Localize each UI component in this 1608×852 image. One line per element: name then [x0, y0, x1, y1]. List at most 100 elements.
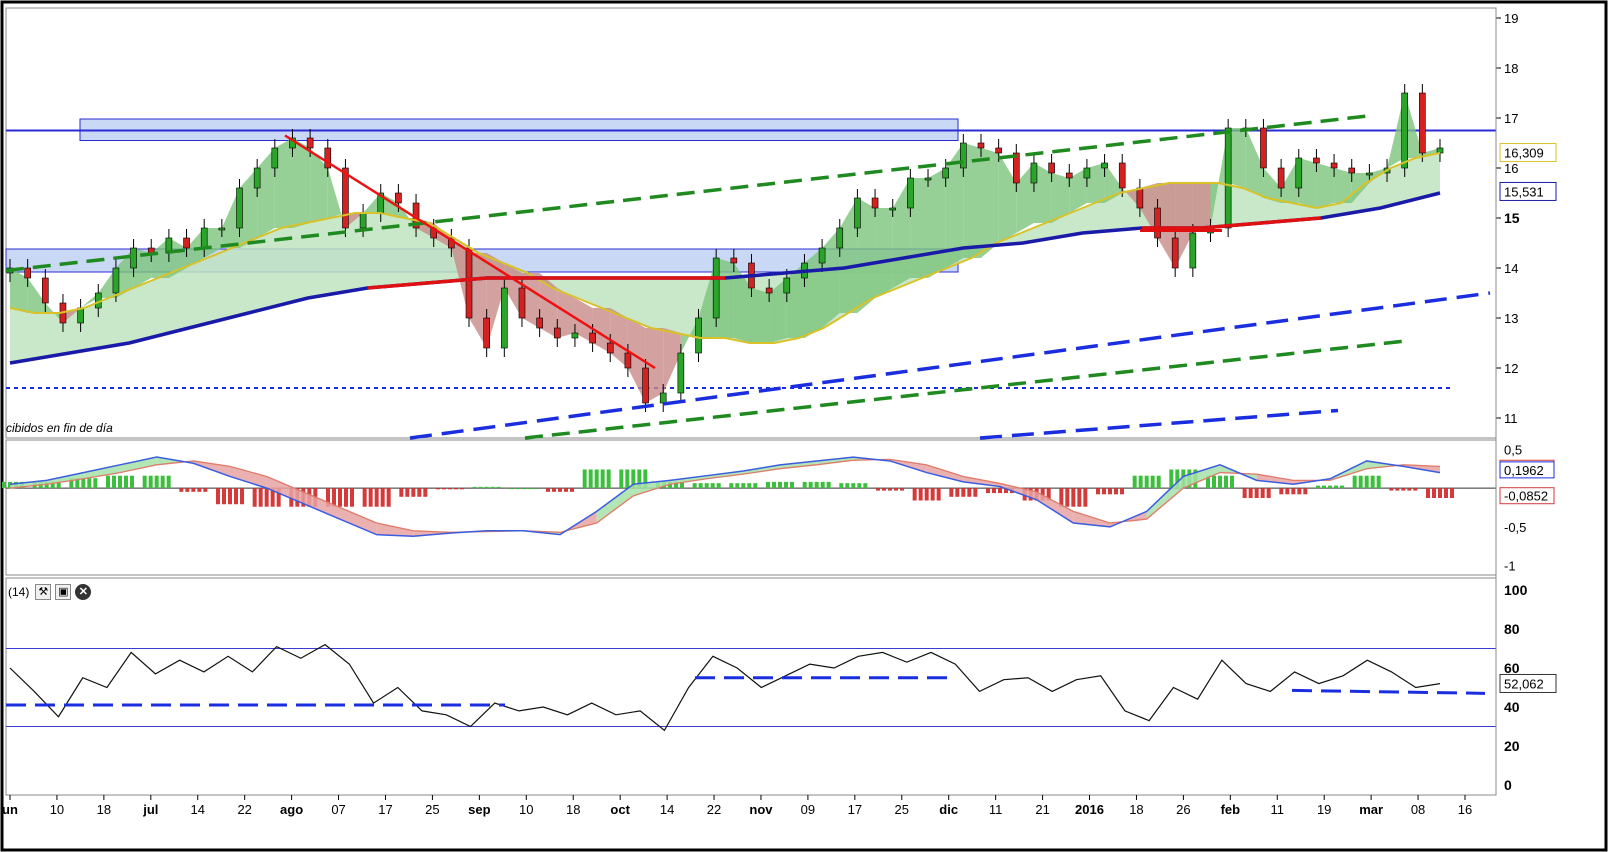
- macd-histogram-bar: [564, 488, 568, 492]
- date-tick-label: 22: [707, 802, 721, 817]
- price-tick-label: 16: [1504, 161, 1518, 176]
- macd-histogram-bar: [442, 488, 446, 490]
- macd-histogram-bar: [496, 486, 501, 489]
- bear-fill: [663, 328, 681, 393]
- price-tick-label: 19: [1504, 11, 1518, 26]
- macd-histogram-bar: [93, 478, 98, 489]
- blue-channel-line: [409, 291, 1491, 440]
- macd-histogram-bar: [894, 488, 898, 491]
- macd-histogram-bar: [399, 488, 404, 497]
- candle-body: [571, 332, 579, 339]
- macd-histogram-bar: [790, 481, 794, 489]
- bull-fill: [1210, 128, 1229, 228]
- bear-fill: [610, 308, 628, 368]
- date-tick-label: 19: [1317, 802, 1331, 817]
- date-tick-label: mar: [1359, 802, 1383, 817]
- macd-histogram-bar: [87, 478, 92, 489]
- bull-fill: [980, 148, 999, 258]
- macd-histogram-bar: [527, 488, 532, 490]
- candle-body: [606, 342, 614, 354]
- bull-fill: [1033, 163, 1052, 223]
- date-tick-label: 18: [566, 802, 580, 817]
- date-tick-label: 17: [378, 802, 392, 817]
- macd-bear-fill: [1073, 511, 1110, 527]
- wrench-icon[interactable]: ⚒: [35, 584, 52, 600]
- candle-body: [1348, 167, 1356, 174]
- candle-body: [942, 167, 949, 179]
- macd-histogram-bar: [1450, 488, 1454, 499]
- date-tick-label: 26: [1176, 802, 1190, 817]
- macd-histogram-bar: [1370, 475, 1375, 489]
- bull-fill: [1404, 93, 1423, 158]
- candle-body: [1154, 207, 1161, 239]
- bear-fill: [645, 328, 664, 403]
- macd-histogram-bar: [448, 488, 452, 490]
- macd-bull-fill: [46, 472, 84, 485]
- candle-body: [501, 287, 508, 349]
- candle-body: [518, 287, 526, 319]
- candle-body: [42, 277, 49, 304]
- bear-fill: [345, 213, 364, 228]
- bull-fill: [1016, 163, 1034, 233]
- macd-histogram-bar: [1138, 475, 1143, 489]
- macd-histogram-bar: [802, 481, 807, 489]
- macd-histogram-bar: [606, 469, 611, 489]
- bull-fill: [257, 148, 275, 238]
- candle-body: [995, 147, 1002, 154]
- macd-histogram-bar: [148, 475, 153, 489]
- macd-histogram-bar: [1279, 488, 1284, 495]
- date-tick-label: oct: [610, 802, 630, 817]
- macd-histogram-bar: [1254, 488, 1259, 499]
- macd-histogram-bar: [484, 486, 489, 489]
- window-icon[interactable]: ▣: [55, 584, 72, 600]
- bull-fill: [998, 153, 1017, 243]
- macd-histogram-bar: [1413, 488, 1418, 491]
- bear-fill: [574, 298, 593, 343]
- price-tick-label: 13: [1504, 311, 1518, 326]
- macd-histogram-bar: [698, 483, 703, 489]
- candle-body: [236, 187, 243, 229]
- macd-histogram-bar: [1230, 475, 1234, 489]
- macd-histogram-bar: [1242, 488, 1247, 499]
- date-tick-label: 16: [1458, 802, 1472, 817]
- candle-body: [642, 367, 649, 404]
- macd-histogram-bar: [949, 488, 954, 497]
- macd-histogram-bar: [735, 483, 740, 489]
- price-tick-label: 14: [1504, 261, 1518, 276]
- candle-body: [1118, 162, 1126, 189]
- macd-bull-fill: [816, 457, 854, 465]
- macd-histogram-bar: [1438, 488, 1442, 499]
- macd-bear-fill: [230, 466, 267, 489]
- macd-histogram-bar: [729, 483, 734, 489]
- bull-fill: [945, 143, 964, 268]
- candle-body: [183, 237, 190, 249]
- bear-fill: [451, 238, 470, 318]
- candle-body: [324, 147, 332, 169]
- date-tick-label: sep: [468, 802, 490, 817]
- date-tick-label: 07: [331, 802, 345, 817]
- macd-value-label: -0,0852: [1504, 489, 1548, 504]
- macd-histogram-bar: [81, 478, 86, 489]
- candle-body: [271, 147, 279, 169]
- candle-body: [1330, 162, 1338, 169]
- macd-histogram-bar: [1426, 488, 1430, 499]
- candle-body: [1083, 167, 1091, 179]
- candle-body: [130, 247, 137, 269]
- candle-body: [306, 137, 314, 149]
- bull-fill: [1228, 128, 1246, 188]
- macd-histogram-bar: [234, 488, 238, 505]
- macd-histogram-bar: [1376, 475, 1381, 489]
- date-tick-label: 21: [1035, 802, 1049, 817]
- candle-body: [854, 197, 861, 229]
- close-icon[interactable]: ✕: [75, 584, 92, 600]
- macd-histogram-bar: [570, 488, 574, 492]
- ma200-bear-segment: [367, 276, 725, 290]
- macd-bear-fill: [963, 476, 1000, 487]
- macd-histogram-bar: [851, 483, 856, 489]
- macd-histogram-bar: [637, 469, 642, 489]
- candle-body: [1295, 157, 1303, 189]
- date-tick-label: 25: [425, 802, 439, 817]
- macd-histogram-bar: [1401, 488, 1406, 491]
- macd-histogram-bar: [1175, 469, 1180, 489]
